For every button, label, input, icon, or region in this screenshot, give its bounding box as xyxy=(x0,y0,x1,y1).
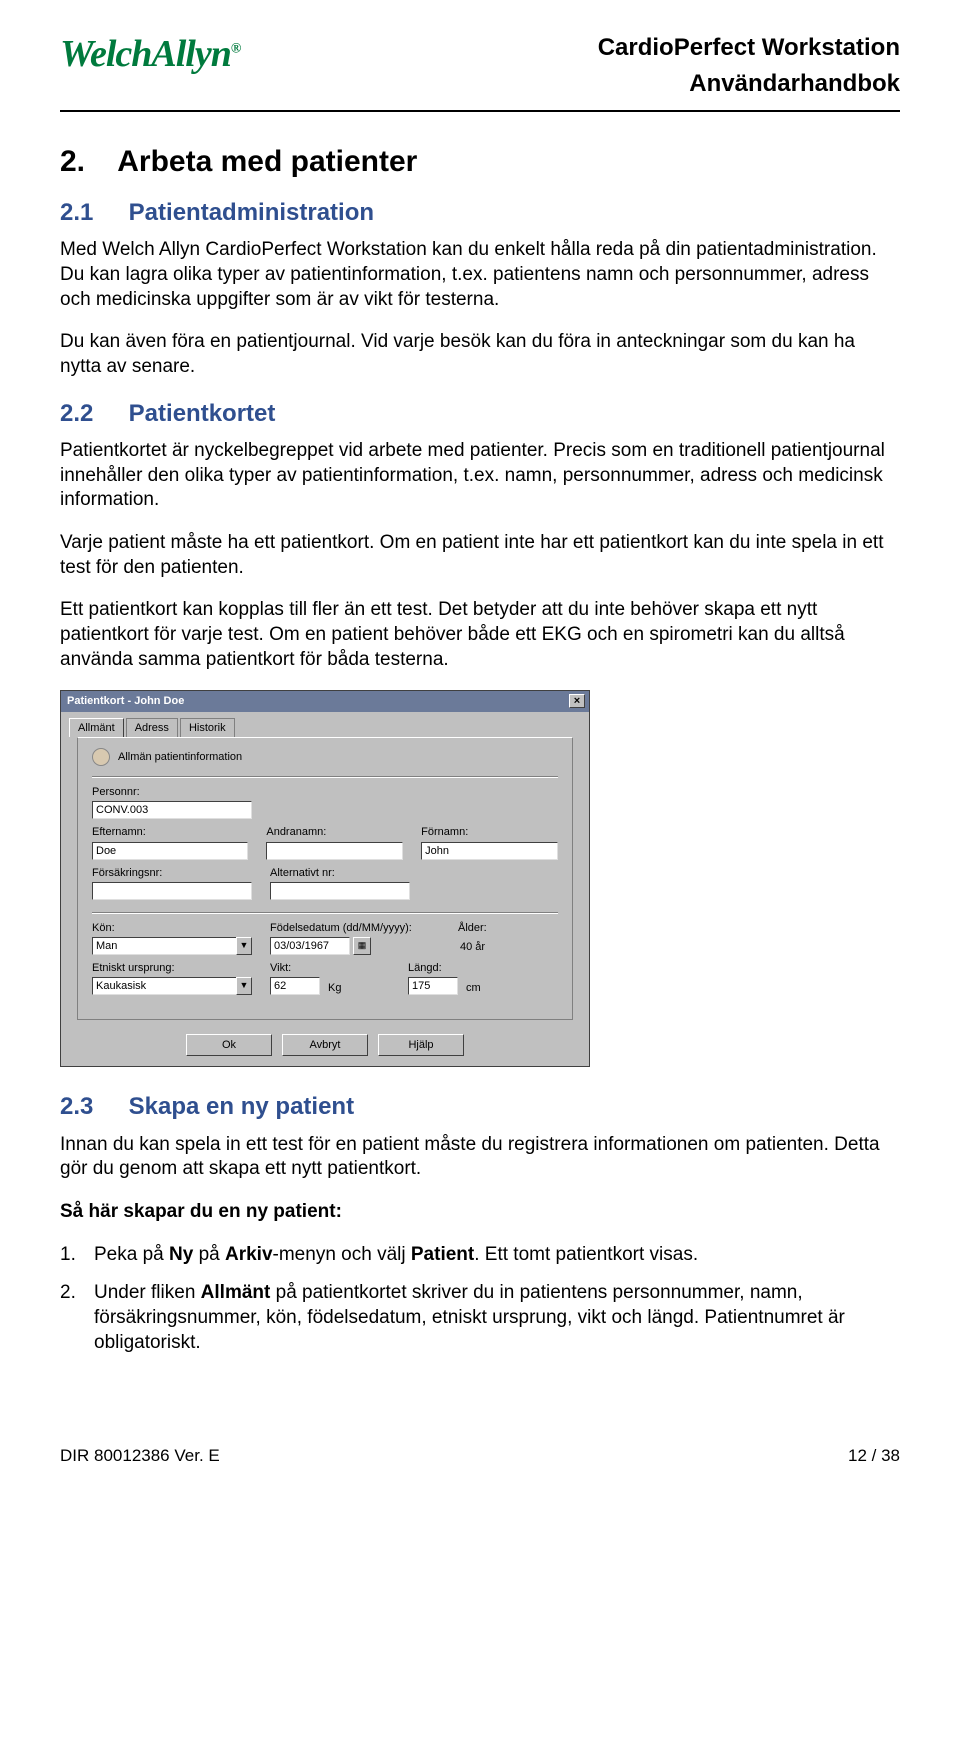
height-unit: cm xyxy=(464,978,481,995)
heading-1: 2. Arbeta med patienter xyxy=(60,142,900,181)
gender-value: Man xyxy=(92,937,236,955)
header-titles: CardioPerfect Workstation Användarhandbo… xyxy=(598,30,900,102)
paragraph: Ett patientkort kan kopplas till fler än… xyxy=(60,598,900,672)
paragraph: Du kan även föra en patientjournal. Vid … xyxy=(60,330,900,379)
bold-text: Så här skapar du en ny patient: xyxy=(60,1201,342,1222)
paragraph: Varje patient måste ha ett patientkort. … xyxy=(60,531,900,580)
person-icon xyxy=(92,748,110,766)
footer-right: 12 / 38 xyxy=(848,1445,900,1467)
section-header: Allmän patientinformation xyxy=(92,748,558,766)
firstname-input[interactable]: John xyxy=(421,842,558,860)
label-middlename: Andranamn: xyxy=(266,825,403,839)
paragraph: Så här skapar du en ny patient: xyxy=(60,1200,900,1225)
list-text: Under fliken Allmänt på patientkortet sk… xyxy=(94,1281,900,1355)
paragraph: Patientkortet är nyckelbegreppet vid arb… xyxy=(60,439,900,513)
logo: WelchAllyn® xyxy=(60,30,240,79)
label-ethnic: Etniskt ursprung: xyxy=(92,961,252,975)
label-height: Längd: xyxy=(408,961,528,975)
dialog-buttons: Ok Avbryt Hjälp xyxy=(61,1028,589,1066)
birthdate-input[interactable]: 03/03/1967 xyxy=(270,937,350,955)
insurance-input[interactable] xyxy=(92,882,252,900)
label-firstname: Förnamn: xyxy=(421,825,558,839)
close-icon[interactable]: × xyxy=(569,694,585,708)
gender-select[interactable]: Man ▼ xyxy=(92,937,252,955)
calendar-icon[interactable]: ▦ xyxy=(353,937,371,955)
list-item: 2. Under fliken Allmänt på patientkortet… xyxy=(60,1281,900,1355)
dialog-tabs: Allmänt Adress Historik Allmän patientin… xyxy=(61,712,589,1021)
heading-2-3: 2.3 Skapa en ny patient xyxy=(60,1091,900,1122)
label-altnr: Alternativt nr: xyxy=(270,866,410,880)
dialog-titlebar: Patientkort - John Doe × xyxy=(61,691,589,711)
label-gender: Kön: xyxy=(92,921,252,935)
chevron-down-icon: ▼ xyxy=(236,977,252,995)
heading-2-2: 2.2 Patientkortet xyxy=(60,398,900,429)
label-lastname: Efternamn: xyxy=(92,825,248,839)
paragraph: Innan du kan spela in ett test för en pa… xyxy=(60,1133,900,1182)
tab-history[interactable]: Historik xyxy=(180,718,235,737)
lastname-input[interactable]: Doe xyxy=(92,842,248,860)
cancel-button[interactable]: Avbryt xyxy=(282,1034,368,1056)
page-header: WelchAllyn® CardioPerfect Workstation An… xyxy=(60,30,900,112)
label-age: Ålder: xyxy=(458,921,558,935)
section-label: Allmän patientinformation xyxy=(118,750,242,764)
patient-card-dialog: Patientkort - John Doe × Allmänt Adress … xyxy=(60,690,590,1067)
list-item: 1. Peka på Ny på Arkiv-menyn och välj Pa… xyxy=(60,1243,900,1268)
ok-button[interactable]: Ok xyxy=(186,1034,272,1056)
label-insurance: Försäkringsnr: xyxy=(92,866,252,880)
ethnic-select[interactable]: Kaukasisk ▼ xyxy=(92,977,252,995)
paragraph: Med Welch Allyn CardioPerfect Workstatio… xyxy=(60,238,900,312)
h1-text: Arbeta med patienter xyxy=(117,145,417,178)
list-text: Peka på Ny på Arkiv-menyn och välj Patie… xyxy=(94,1243,698,1268)
h2-num: 2.3 xyxy=(60,1091,122,1122)
header-title-2: Användarhandbok xyxy=(598,66,900,102)
label-personnr: Personnr: xyxy=(92,785,252,799)
header-title-1: CardioPerfect Workstation xyxy=(598,30,900,66)
help-button[interactable]: Hjälp xyxy=(378,1034,464,1056)
label-weight: Vikt: xyxy=(270,961,390,975)
page-footer: DIR 80012386 Ver. E 12 / 38 xyxy=(60,1445,900,1467)
registered-icon: ® xyxy=(231,41,240,56)
h2-text: Patientadministration xyxy=(129,199,374,226)
middlename-input[interactable] xyxy=(266,842,403,860)
personnr-input[interactable]: CONV.003 xyxy=(92,801,252,819)
weight-input[interactable]: 62 xyxy=(270,977,320,995)
weight-unit: Kg xyxy=(326,978,341,995)
heading-2-1: 2.1 Patientadministration xyxy=(60,197,900,228)
h2-num: 2.2 xyxy=(60,398,122,429)
h2-text: Skapa en ny patient xyxy=(129,1093,354,1120)
h2-num: 2.1 xyxy=(60,197,122,228)
h1-num: 2. xyxy=(60,145,85,178)
ethnic-value: Kaukasisk xyxy=(92,977,236,995)
logo-text: WelchAllyn xyxy=(60,33,231,75)
label-birthdate: Födelsedatum (dd/MM/yyyy): xyxy=(270,921,440,935)
tab-address[interactable]: Adress xyxy=(126,718,178,737)
h2-text: Patientkortet xyxy=(129,400,276,427)
dialog-title: Patientkort - John Doe xyxy=(67,694,184,708)
height-input[interactable]: 175 xyxy=(408,977,458,995)
footer-left: DIR 80012386 Ver. E xyxy=(60,1445,220,1467)
chevron-down-icon: ▼ xyxy=(236,937,252,955)
list-number: 2. xyxy=(60,1281,94,1355)
age-value: 40 år xyxy=(458,937,558,954)
dialog-panel: Allmän patientinformation Personnr: CONV… xyxy=(77,737,573,1020)
list-number: 1. xyxy=(60,1243,94,1268)
tab-general[interactable]: Allmänt xyxy=(69,718,124,737)
altnr-input[interactable] xyxy=(270,882,410,900)
